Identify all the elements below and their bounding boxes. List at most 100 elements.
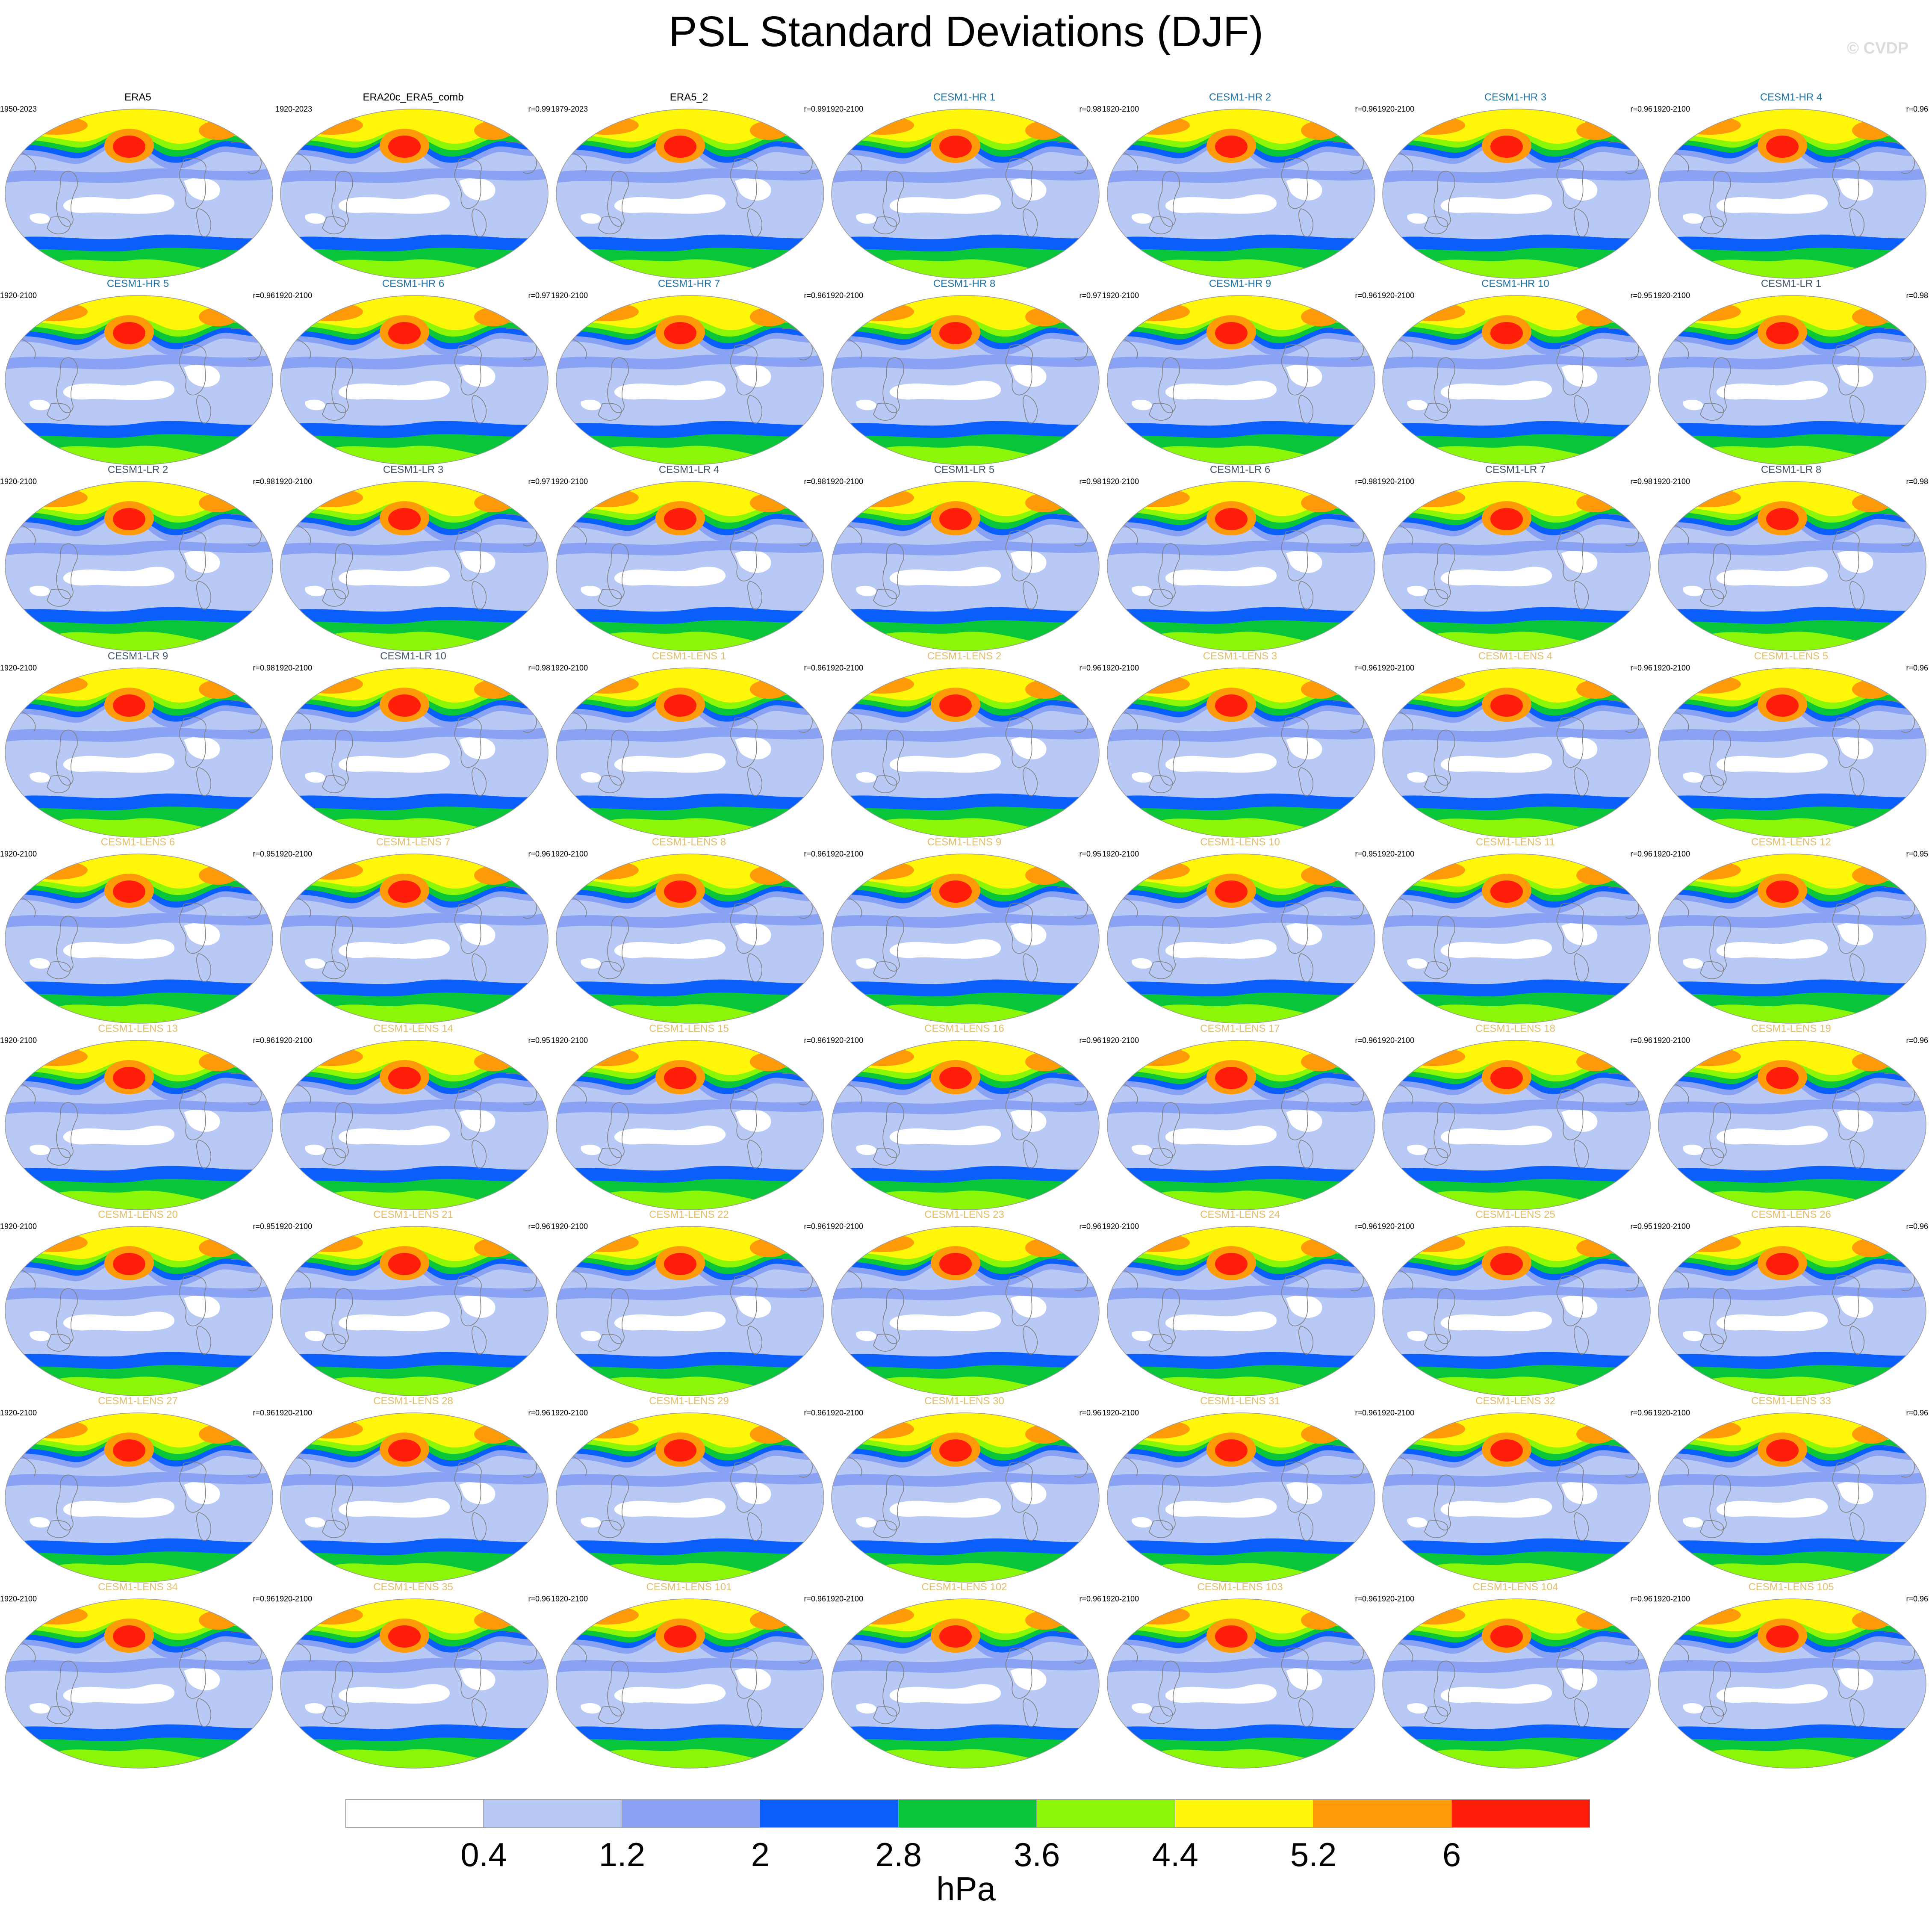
psl-stddev-map [831,1412,1100,1583]
psl-stddev-map [831,1598,1100,1769]
colorbar-tick-label: 5.2 [1290,1836,1337,1873]
map-outline [831,1412,1100,1583]
panel-title: CESM1-HR 9 [1209,278,1271,289]
panel-pattern-correlation: r=0.96 [1079,1222,1101,1231]
psl-stddev-map [5,668,273,838]
map-outline [1107,481,1375,651]
panel-years: 1920-2100 [1377,1409,1415,1417]
panel-title: CESM1-LENS 23 [924,1209,1004,1220]
panel-title: CESM1-LENS 18 [1475,1023,1555,1034]
map-panel: CESM1-LENS 18 1920-2100 r=0.96 [1377,1023,1653,1211]
psl-stddev-map [1107,1040,1375,1210]
panel-years: 1920-2100 [275,291,313,300]
panel-title: CESM1-LENS 30 [924,1395,1004,1407]
panel-years: 1920-2100 [826,664,864,672]
panel-pattern-correlation: r=0.96 [1906,1222,1928,1231]
panel-years: 1920-2100 [1102,850,1139,858]
panel-years: 1920-2100 [826,105,864,113]
panel-title: CESM1-LENS 104 [1472,1581,1558,1593]
panel-pattern-correlation: r=0.96 [1355,664,1377,672]
panel-title: CESM1-LENS 14 [373,1023,453,1034]
panel-years: 1920-2100 [0,477,37,486]
colorbar-tick-label: 2 [751,1836,770,1873]
map-panel: CESM1-LENS 21 1920-2100 r=0.96 [275,1209,551,1397]
panel-title: CESM1-LENS 103 [1197,1581,1283,1593]
map-panel: CESM1-LENS 27 1920-2100 r=0.96 [0,1395,276,1583]
panel-title: CESM1-HR 7 [658,278,720,289]
panel-years: 1920-2100 [275,1222,313,1231]
map-panel: CESM1-HR 2 1920-2100 r=0.96 [1102,92,1378,279]
map-outline [280,668,549,838]
panel-years: 1920-2100 [1377,1036,1415,1045]
map-panel: CESM1-LENS 31 1920-2100 r=0.96 [1102,1395,1378,1583]
colorbar-segment [622,1799,761,1828]
panel-pattern-correlation: r=0.96 [1630,105,1652,113]
psl-stddev-map [556,1226,824,1396]
panel-pattern-correlation: r=0.96 [253,291,275,300]
psl-stddev-map [1658,295,1926,465]
psl-stddev-map [1382,668,1651,838]
panel-title: CESM1-LR 9 [107,650,168,662]
panel-title: CESM1-HR 4 [1760,92,1823,103]
panel-pattern-correlation: r=0.95 [528,1036,550,1045]
colorbar-tick-label: 6 [1442,1836,1461,1873]
panel-pattern-correlation: r=0.96 [1630,1409,1652,1417]
panel-title: CESM1-LENS 12 [1751,836,1831,848]
map-panel: CESM1-LENS 15 1920-2100 r=0.96 [551,1023,827,1211]
map-panel: CESM1-LR 9 1920-2100 r=0.98 [0,650,276,838]
psl-stddev-map [831,109,1100,279]
panel-pattern-correlation: r=0.98 [1355,477,1377,486]
panel-pattern-correlation: r=0.96 [253,1036,275,1045]
psl-stddev-map [5,295,273,465]
panel-title: CESM1-LENS 28 [373,1395,453,1407]
psl-stddev-map [5,1412,273,1583]
panel-years: 1920-2100 [551,1409,588,1417]
map-panel: CESM1-LENS 12 1920-2100 r=0.95 [1653,836,1929,1024]
map-panel: CESM1-LENS 13 1920-2100 r=0.96 [0,1023,276,1211]
map-panel: CESM1-LENS 8 1920-2100 r=0.96 [551,836,827,1024]
panel-pattern-correlation: r=0.98 [1906,291,1928,300]
psl-stddev-map [5,109,273,279]
psl-stddev-map [1107,1226,1375,1396]
panel-title: CESM1-LR 10 [380,650,446,662]
psl-stddev-map [280,1598,549,1769]
psl-stddev-map [556,1040,824,1210]
psl-stddev-map [1382,109,1651,279]
colorbar-tick-label: 1.2 [599,1836,646,1873]
map-panel: ERA20c_ERA5_comb 1920-2023 r=0.99 [275,92,551,279]
map-panel: CESM1-LENS 101 1920-2100 r=0.96 [551,1581,827,1769]
panel-pattern-correlation: r=0.96 [1079,1595,1101,1603]
psl-stddev-map [1107,481,1375,651]
panel-pattern-correlation: r=0.96 [804,664,826,672]
panel-title: ERA5_2 [670,92,708,103]
psl-stddev-map [280,1040,549,1210]
panel-pattern-correlation: r=0.96 [253,1409,275,1417]
psl-stddev-map [1658,668,1926,838]
psl-stddev-map [5,1226,273,1396]
map-outline [5,854,273,1024]
map-outline [1382,1598,1651,1769]
colorbar-segment [1037,1799,1175,1828]
panel-title: CESM1-LENS 32 [1475,1395,1555,1407]
panel-years: 1920-2100 [275,664,313,672]
panel-title: CESM1-LENS 102 [921,1581,1007,1593]
cvdp-watermark: © CVDP [1847,39,1909,57]
panel-title: CESM1-LENS 33 [1751,1395,1831,1407]
panel-title: CESM1-LENS 26 [1751,1209,1831,1220]
psl-stddev-map [1382,1598,1651,1769]
map-panel: CESM1-LENS 104 1920-2100 r=0.96 [1377,1581,1653,1769]
map-panel: CESM1-HR 7 1920-2100 r=0.96 [551,278,827,466]
map-outline [1382,1040,1651,1210]
map-outline [5,1598,273,1769]
panel-years: 1920-2100 [1653,291,1690,300]
map-panel: CESM1-LENS 17 1920-2100 r=0.96 [1102,1023,1378,1211]
map-panel: CESM1-LENS 2 1920-2100 r=0.96 [826,650,1102,838]
panel-title: CESM1-LENS 8 [652,836,726,848]
map-outline [280,295,549,465]
colorbar-segment [484,1799,622,1828]
panel-title: CESM1-HR 2 [1209,92,1271,103]
psl-stddev-map [1658,1040,1926,1210]
panel-pattern-correlation: r=0.96 [1355,1036,1377,1045]
panel-years: 1920-2100 [1377,477,1415,486]
psl-stddev-map [556,668,824,838]
